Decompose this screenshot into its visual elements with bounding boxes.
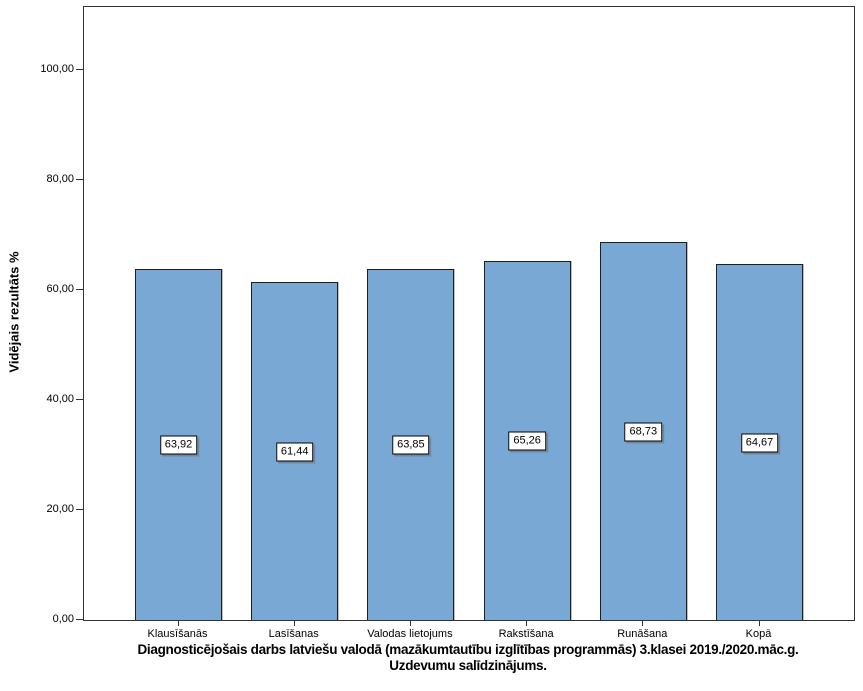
chart-title-line1: Diagnosticējošais darbs latviešu valodā … [137,642,799,657]
x-tick-mark [293,620,295,626]
y-tick-mark [76,69,83,70]
y-tick-mark [76,619,83,620]
bar: 68,73 [599,242,687,620]
bar-value-label: 64,67 [740,433,779,452]
x-tick-label: Runāšana [617,628,668,640]
bar-value-label: 61,44 [275,442,314,461]
x-tick-label: Lasīšanas [268,628,319,640]
y-tick-label: 60,00 [46,283,74,295]
y-tick-label: 0,00 [52,613,74,625]
bar: 65,26 [483,261,571,620]
x-tick-label: Rakstīšana [498,628,554,640]
x-tick-label: Valodas lietojums [367,628,453,640]
y-tick-label: 80,00 [46,173,74,185]
y-tick-label: 100,00 [40,63,74,75]
x-tick-label: Klausīšanās [147,628,208,640]
x-tick-mark [177,620,179,626]
bar: 64,67 [716,264,803,620]
bar: 63,92 [135,269,222,620]
chart-title: Diagnosticējošais darbs latviešu valodā … [83,642,853,674]
x-tick-mark [526,620,528,626]
bar: 63,85 [367,269,455,620]
bar-value-label: 68,73 [624,422,663,441]
y-tick-label: 40,00 [46,393,74,405]
bar: 61,44 [251,282,339,620]
x-tick-label: Kopā [745,628,772,640]
bar-value-label: 63,92 [159,435,198,455]
y-tick-mark [76,289,83,290]
bar-value-label: 65,26 [508,431,546,451]
bar-value-label: 63,85 [392,435,430,455]
plot-area: 63,92 61,44 63,85 65,26 68,73 64,67 [83,6,855,621]
y-tick-mark [76,399,83,400]
y-axis-title: Vidējais rezultāts % [6,251,22,373]
y-tick-mark [76,179,83,180]
x-tick-mark [642,620,644,626]
chart-title-line2: Uzdevumu salīdzinājums. [389,658,547,673]
x-tick-mark [409,620,411,626]
y-tick-mark [76,509,83,510]
y-tick-label: 20,00 [46,503,74,515]
x-tick-mark [758,620,760,626]
